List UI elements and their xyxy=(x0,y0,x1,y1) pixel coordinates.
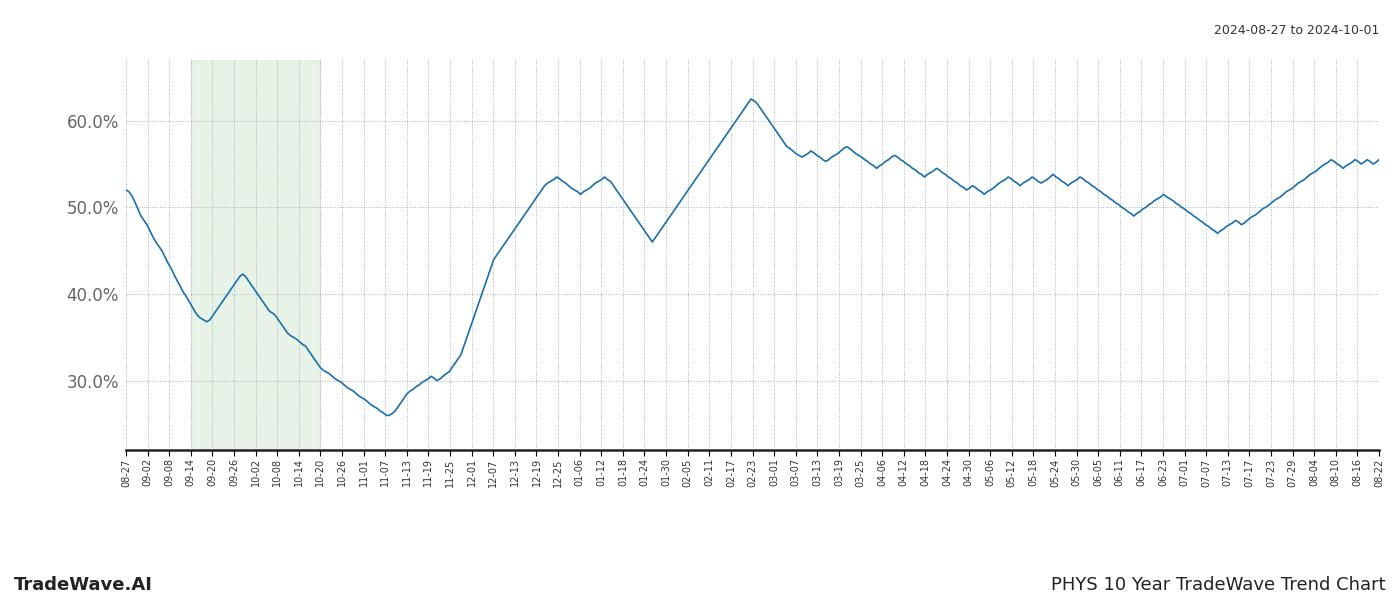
Text: PHYS 10 Year TradeWave Trend Chart: PHYS 10 Year TradeWave Trend Chart xyxy=(1051,576,1386,594)
Text: TradeWave.AI: TradeWave.AI xyxy=(14,576,153,594)
Text: 2024-08-27 to 2024-10-01: 2024-08-27 to 2024-10-01 xyxy=(1214,24,1379,37)
Bar xyxy=(190,60,321,450)
